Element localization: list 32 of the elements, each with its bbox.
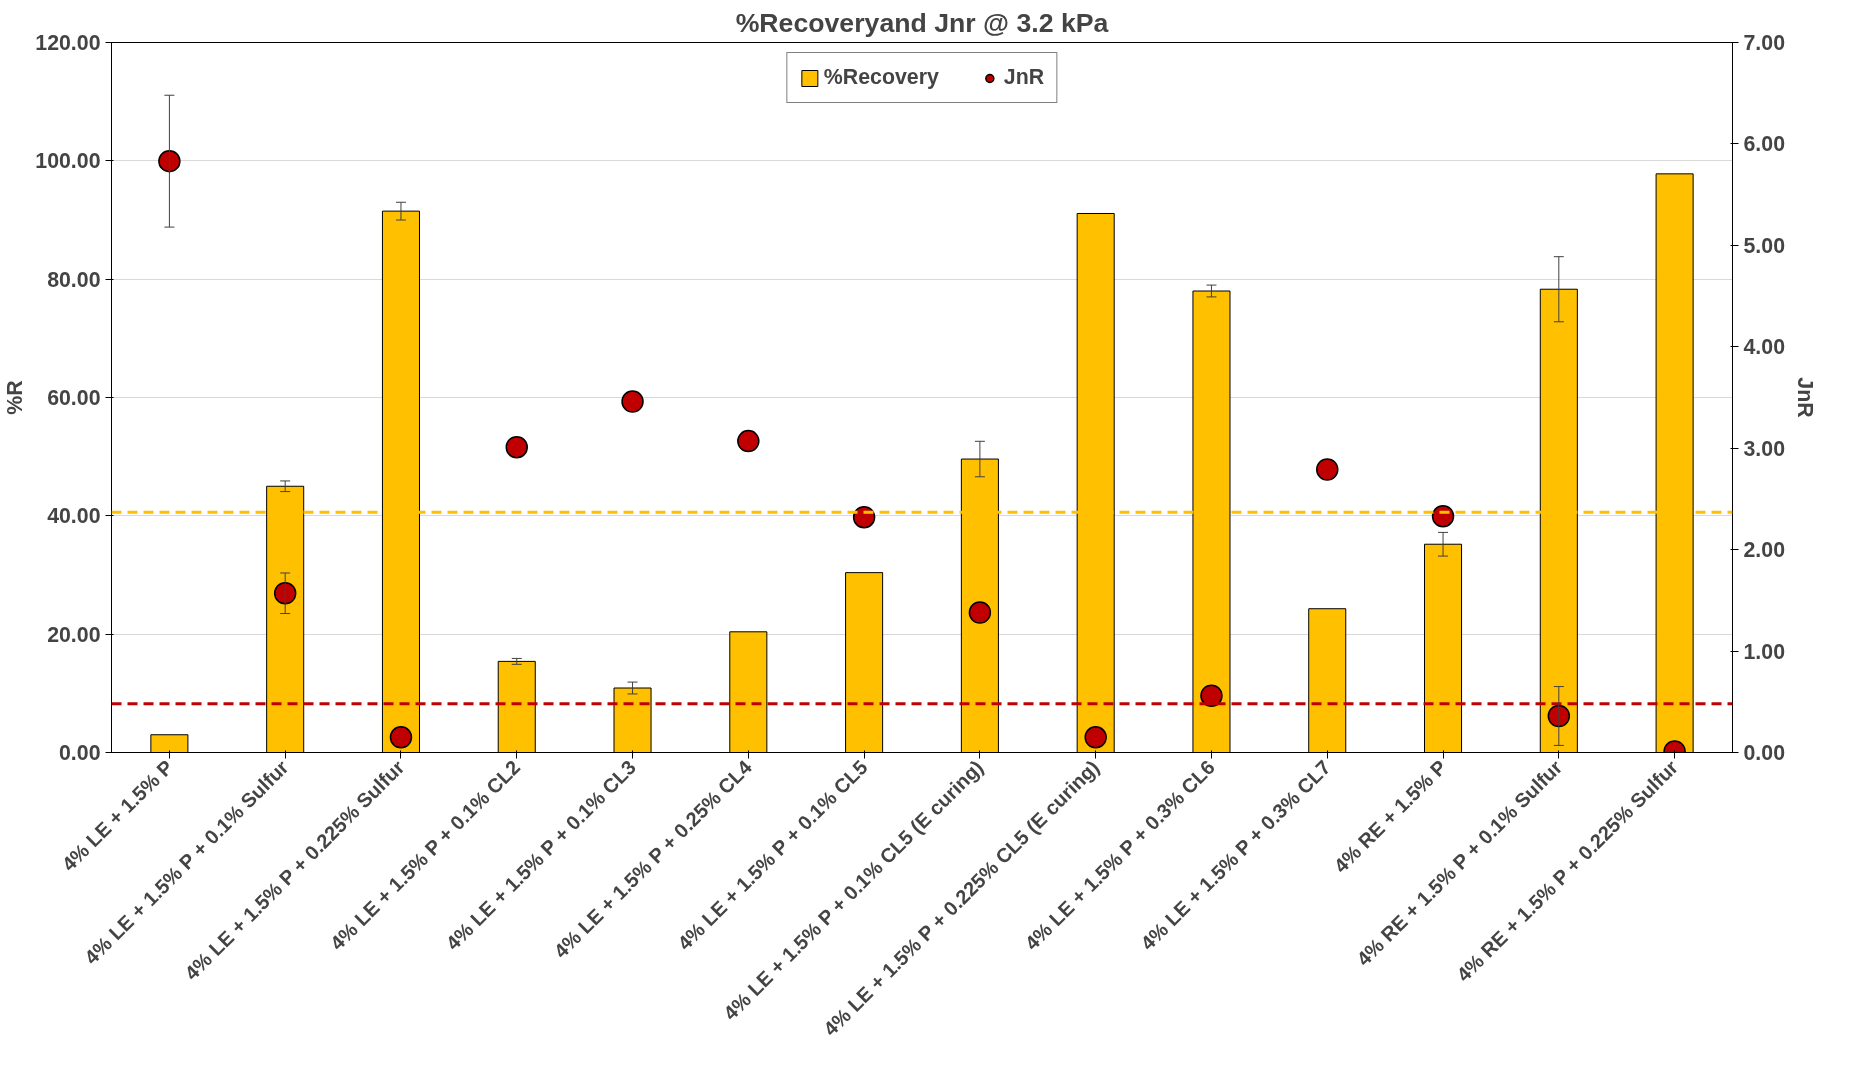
y-tick-label: 120.00 (35, 31, 101, 55)
y2-tick-label: 6.00 (1743, 132, 1786, 157)
y-tick-label: 0.00 (58, 741, 101, 765)
y2-axis-title: JnR (1793, 377, 1818, 418)
point (505, 435, 528, 459)
y2-tick-label: 1.00 (1743, 639, 1786, 664)
point (1084, 726, 1107, 749)
point (389, 726, 413, 749)
y2-tick-label: 2.00 (1743, 538, 1786, 563)
y-tick-label: 20.00 (47, 622, 101, 647)
y-tick-label: 40.00 (47, 504, 101, 529)
y-tick-label: 100.00 (35, 149, 101, 174)
point (621, 390, 644, 413)
point (158, 149, 181, 173)
point (737, 429, 760, 453)
chart-title: %Recoveryand Jnr @ 3.2 kPa (735, 7, 1109, 38)
y-axis-title: %R (3, 380, 28, 415)
y2-tick-label: 3.00 (1743, 436, 1786, 461)
point (273, 582, 297, 605)
legend-label: JnR (1003, 65, 1045, 90)
y2-tick-label: 4.00 (1743, 335, 1786, 360)
y2-tick-label: 5.00 (1743, 233, 1786, 258)
point (1547, 704, 1571, 728)
legend-label: %Recovery (823, 65, 939, 90)
y2-tick-label: 7.00 (1743, 31, 1786, 55)
y-tick-label: 60.00 (47, 386, 101, 410)
y2-tick-label: 0.00 (1743, 741, 1786, 765)
point (1316, 458, 1339, 481)
point (1431, 504, 1455, 528)
point (968, 601, 992, 624)
point (1200, 684, 1223, 707)
y-tick-label: 80.00 (47, 267, 101, 292)
